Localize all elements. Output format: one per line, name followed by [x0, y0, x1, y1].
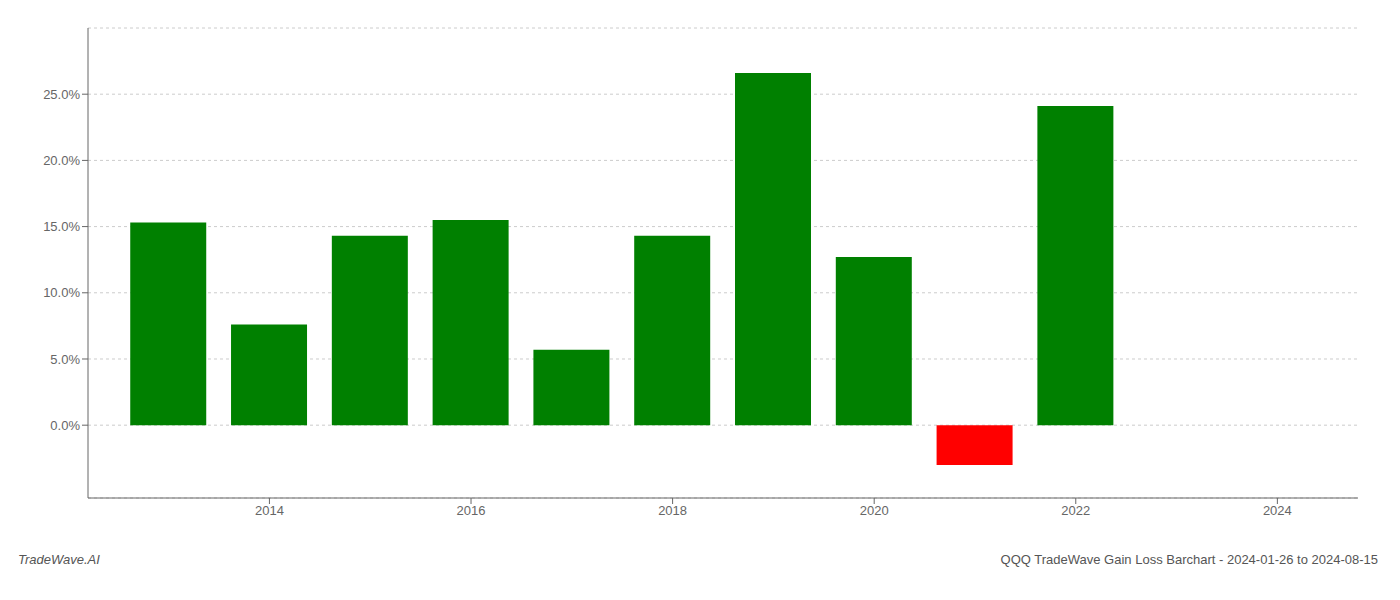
- svg-text:2016: 2016: [457, 503, 486, 518]
- svg-text:0.0%: 0.0%: [50, 418, 80, 433]
- svg-text:2024: 2024: [1263, 503, 1292, 518]
- svg-text:2018: 2018: [658, 503, 687, 518]
- html-text:QQQ TradeWave Gain Loss Barcha: QQQ TradeWave Gain Loss Barchart - 2024-…: [1000, 552, 1378, 567]
- html-text:TradeWave.AI: TradeWave.AI: [18, 552, 100, 567]
- svg-text:15.0%: 15.0%: [43, 219, 80, 234]
- svg-text:25.0%: 25.0%: [43, 87, 80, 102]
- svg-text:10.0%: 10.0%: [43, 285, 80, 300]
- svg-text:2014: 2014: [255, 503, 284, 518]
- svg-text:20.0%: 20.0%: [43, 153, 80, 168]
- svg-text:2022: 2022: [1061, 503, 1090, 518]
- svg-text:2020: 2020: [860, 503, 889, 518]
- svg-text:5.0%: 5.0%: [50, 352, 80, 367]
